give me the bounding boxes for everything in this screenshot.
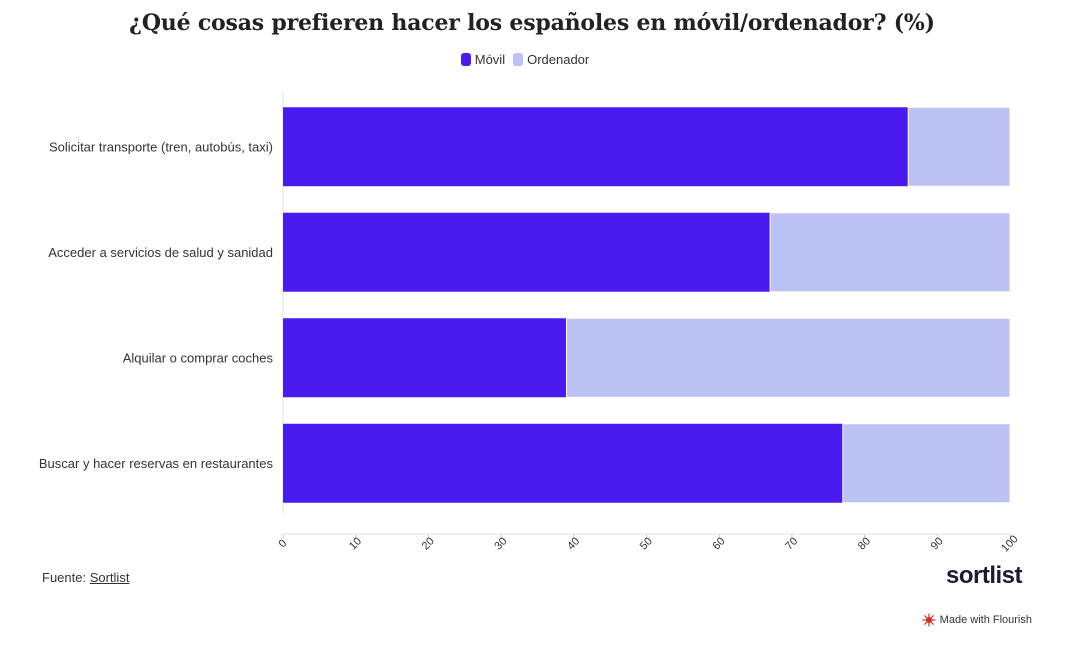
bar-movil [283, 318, 567, 398]
x-tick-label: 80 [856, 535, 873, 552]
legend-swatch-ordenador [513, 53, 524, 66]
flourish-icon [922, 613, 936, 627]
bar-movil [283, 423, 843, 503]
source-link[interactable]: Sortlist [89, 570, 130, 585]
legend-item-movil[interactable]: Móvil [460, 52, 506, 67]
x-tick-label: 50 [638, 535, 655, 552]
chart-title: ¿Qué cosas prefieren hacer los españoles… [129, 10, 935, 36]
bar-ordenador [907, 106, 1011, 187]
x-tick-label: 70 [783, 535, 800, 552]
legend-label-movil: Móvil [474, 52, 506, 67]
bar-ordenador [769, 212, 1011, 293]
flourish-credit[interactable]: Made with Flourish [922, 613, 1032, 627]
sortlist-logo[interactable]: sortlist [945, 562, 1023, 589]
bar-movil [283, 107, 909, 187]
x-tick-label: 20 [420, 535, 437, 552]
category-label: Buscar y hacer reservas en restaurantes [39, 456, 274, 471]
source-prefix: Fuente: [42, 570, 90, 585]
bar-movil [283, 212, 771, 292]
legend-label-ordenador: Ordenador [527, 52, 590, 67]
bar-ordenador [842, 423, 1011, 504]
x-tick-label: 90 [929, 535, 946, 552]
x-tick-label: 100 [999, 533, 1020, 554]
source-note: Fuente: Sortlist [42, 570, 129, 585]
x-tick-label: 10 [347, 535, 364, 552]
legend-swatch-movil [460, 53, 471, 66]
x-tick-label: 30 [492, 535, 509, 552]
category-label: Acceder a servicios de salud y sanidad [48, 245, 273, 260]
x-tick-label: 0 [276, 537, 289, 550]
legend-item-ordenador[interactable]: Ordenador [513, 52, 589, 67]
x-tick-label: 60 [711, 535, 728, 552]
bar-ordenador [566, 317, 1011, 398]
flourish-label: Made with Flourish [939, 614, 1032, 626]
category-label: Alquilar o comprar coches [123, 350, 274, 365]
category-label: Solicitar transporte (tren, autobús, tax… [49, 139, 273, 154]
legend: Móvil Ordenador [0, 52, 1050, 67]
bar-chart: Solicitar transporte (tren, autobús, tax… [39, 92, 1021, 555]
x-tick-label: 40 [565, 535, 582, 552]
